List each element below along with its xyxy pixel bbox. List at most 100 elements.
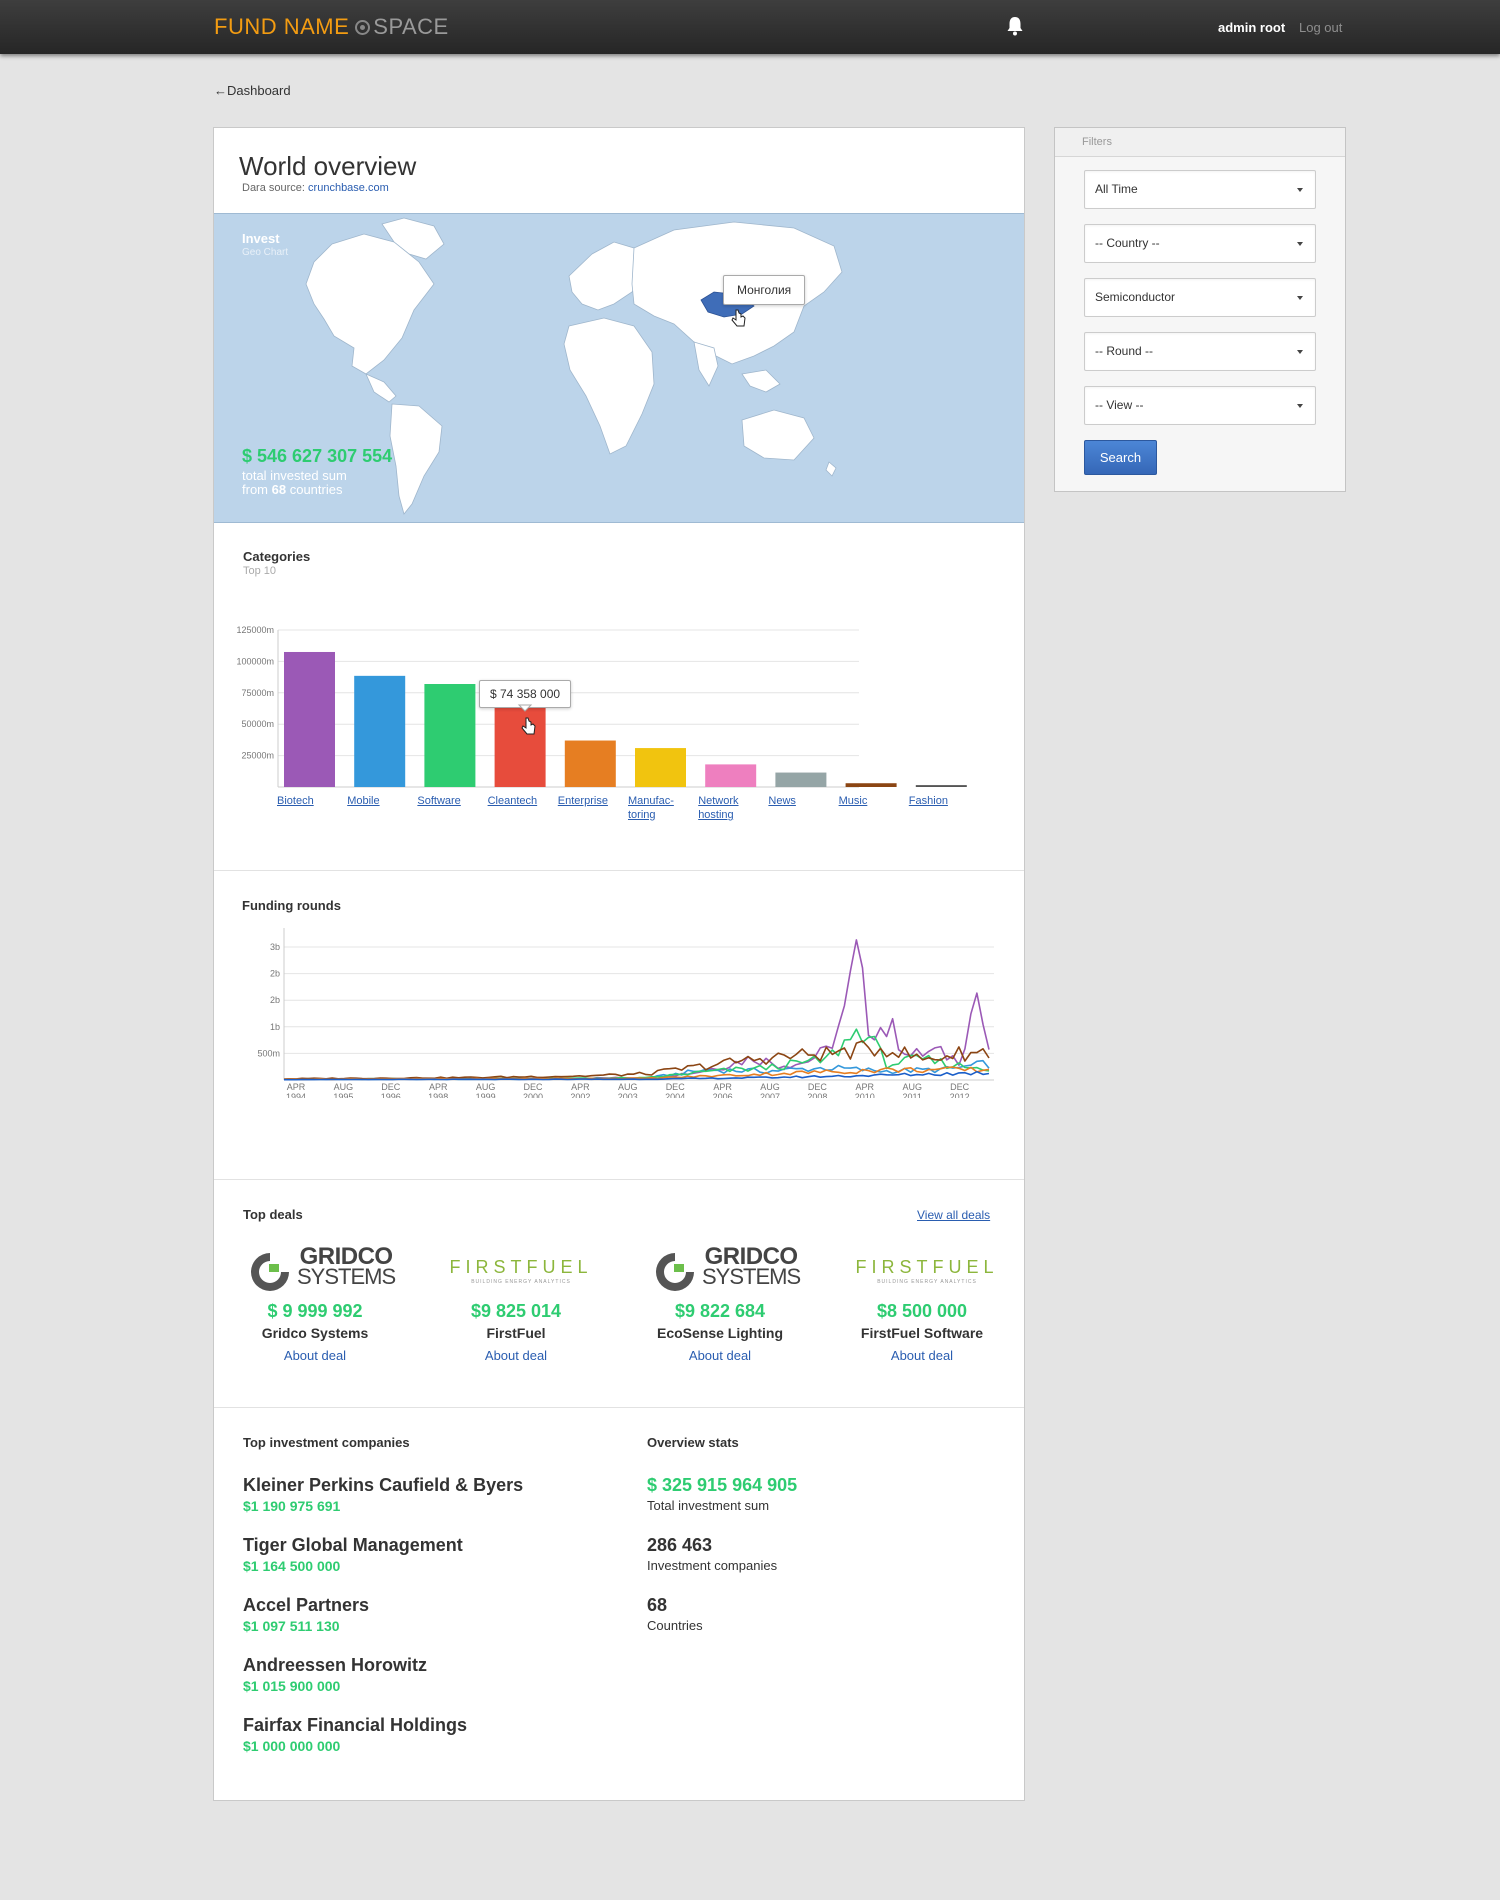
gridco-swirl-icon	[656, 1253, 694, 1291]
about-deal-link-text[interactable]: About deal	[283, 1348, 347, 1363]
stat-item: 68 Countries	[647, 1595, 703, 1633]
map-south-america	[389, 403, 443, 515]
bar-0	[284, 651, 335, 787]
x-tick-label: DEC	[808, 1082, 828, 1092]
bar-9	[915, 785, 967, 787]
about-deal-link-text[interactable]: About deal	[890, 1348, 954, 1363]
map-central-america	[365, 373, 397, 403]
map-tooltip: Монголия	[723, 275, 806, 305]
top-companies-title: Top investment companies	[243, 1435, 410, 1450]
time-select[interactable]: All Time	[1084, 170, 1316, 209]
stat-item: $ 325 915 964 905 Total investment sum	[647, 1475, 797, 1513]
filters-panel: Filters All Time -- Country -- Semicondu…	[1054, 127, 1346, 492]
category-link[interactable]: Cleantech	[487, 795, 538, 807]
x-tick-label: 1996	[381, 1092, 401, 1098]
cursor-hand-icon	[731, 309, 746, 327]
category-link[interactable]: Fashion	[908, 795, 948, 807]
x-tick-label: APR	[571, 1082, 590, 1092]
x-tick-label: 2002	[570, 1092, 590, 1098]
x-tick-label: 1999	[476, 1092, 496, 1098]
category-link[interactable]: Biotech	[277, 795, 314, 807]
category-link[interactable]: Network hosting	[698, 795, 739, 821]
logo-line-2: BUILDING ENERGY ANALYTICS	[877, 1279, 977, 1285]
user-name[interactable]: admin root	[1218, 20, 1286, 35]
about-deal-link-text[interactable]: About deal	[484, 1348, 548, 1363]
geo-chart-title: Invest	[242, 231, 280, 246]
divider	[214, 1407, 1024, 1408]
logout-link[interactable]: Log out	[1299, 20, 1343, 35]
bar-6	[705, 764, 757, 787]
category-link[interactable]: Music	[838, 795, 868, 807]
company-name: Kleiner Perkins Caufield & Byers	[243, 1475, 524, 1495]
data-source: Dara source: crunchbase.com	[242, 182, 389, 194]
caret-down-icon	[1297, 350, 1303, 354]
brand-secondary: SPACE	[373, 14, 449, 39]
funding-rounds-line-chart: 4b3b3b2b2b1b500mAPR1994AUG1995DEC1996APR…	[257, 928, 994, 1098]
map-india	[693, 341, 719, 387]
round-select[interactable]: -- Round --	[1084, 332, 1316, 371]
about-deal-link-text[interactable]: About deal	[688, 1348, 752, 1363]
series-line-3	[283, 1040, 990, 1080]
x-tick-label: 1995	[333, 1092, 353, 1098]
stat-item: 286 463 Investment companies	[647, 1535, 777, 1573]
series-line-1	[283, 1059, 990, 1081]
deal-amount: $9 822 684	[674, 1301, 766, 1321]
view-select[interactable]: -- View --	[1084, 386, 1316, 425]
firstfuel-logo: FIRSTFUEL BUILDING ENERGY ANALYTICS	[431, 1239, 601, 1289]
deal-card: FIRSTFUEL BUILDING ENERGY ANALYTICS $8 5…	[837, 1239, 1007, 1363]
company-value: $1 015 900 000	[243, 1678, 341, 1694]
view-all-deals-link[interactable]: View all deals	[917, 1208, 991, 1222]
gridco-logo: GRIDCO SYSTEMS	[230, 1239, 400, 1291]
logo-line-1: GRIDCO	[299, 1243, 394, 1270]
company-value: $1 097 511 130	[243, 1618, 340, 1634]
bar-2	[424, 684, 476, 787]
x-tick-label: AUG	[334, 1082, 354, 1092]
logo-line-2: SYSTEMS	[702, 1264, 801, 1289]
top-navbar: FUND NAME SPACE admin root Log out	[0, 0, 1500, 54]
x-tick-label: DEC	[381, 1082, 401, 1092]
bell-icon[interactable]	[1005, 15, 1025, 37]
x-tick-label: 2004	[665, 1092, 685, 1098]
geo-chart[interactable]: Invest Geo Chart Монголия $ 546 627 307 …	[214, 213, 1024, 523]
bar-tooltip: $ 74 358 000	[479, 680, 572, 708]
about-deal-link: About deal	[230, 1348, 400, 1363]
gridco-logo-mark: GRIDCO SYSTEMS	[245, 1243, 396, 1291]
map-southeast-asia	[741, 369, 781, 393]
main-panel: World overview Dara source: crunchbase.c…	[213, 127, 1025, 1801]
filters-title: Filters	[1055, 128, 1345, 157]
company-item: Tiger Global Management $1 164 500 000	[243, 1535, 463, 1574]
brand-logo[interactable]: FUND NAME SPACE	[214, 14, 449, 40]
company-item: Andreessen Horowitz $1 015 900 000	[243, 1655, 427, 1694]
x-tick-label: 1998	[428, 1092, 448, 1098]
bar-1	[354, 675, 406, 787]
x-tick-label: 2006	[713, 1092, 733, 1098]
countries-prefix: from	[242, 482, 268, 497]
company-name: Tiger Global Management	[243, 1535, 463, 1555]
dashboard-link[interactable]: Dashboard	[227, 83, 291, 98]
deal-card: GRIDCO SYSTEMS $ 9 999 992 Gridco System…	[230, 1239, 400, 1363]
data-source-link[interactable]: crunchbase.com	[308, 182, 389, 194]
country-select-value: -- Country --	[1095, 236, 1160, 250]
category-link[interactable]: Mobile	[347, 795, 380, 807]
x-tick-label: APR	[713, 1082, 732, 1092]
bar-8	[845, 783, 897, 787]
search-button[interactable]: Search	[1084, 440, 1157, 475]
category-link[interactable]: Manufac-toring	[628, 795, 674, 821]
deal-amount: $ 9 999 992	[267, 1301, 363, 1321]
logo-line-1: FIRSTFUEL	[855, 1257, 999, 1277]
company-item: Fairfax Financial Holdings $1 000 000 00…	[243, 1715, 467, 1754]
country-select[interactable]: -- Country --	[1084, 224, 1316, 263]
x-tick-label: APR	[287, 1082, 306, 1092]
category-link[interactable]: Software	[417, 795, 461, 807]
x-tick-label: APR	[429, 1082, 448, 1092]
firstfuel-wordmark: FIRSTFUEL BUILDING ENERGY ANALYTICS	[852, 1257, 1002, 1285]
map-africa	[563, 317, 655, 455]
round-select-value: -- Round --	[1095, 344, 1154, 358]
deal-company: EcoSense Lighting	[656, 1325, 783, 1341]
deal-card: GRIDCO SYSTEMS $9 822 684 EcoSense Light…	[635, 1239, 805, 1363]
category-link[interactable]: Enterprise	[557, 795, 608, 807]
category-select[interactable]: Semiconductor	[1084, 278, 1316, 317]
x-tick-label: 2000	[523, 1092, 543, 1098]
category-link[interactable]: News	[768, 795, 796, 807]
logo-line-1: GRIDCO	[704, 1243, 799, 1270]
